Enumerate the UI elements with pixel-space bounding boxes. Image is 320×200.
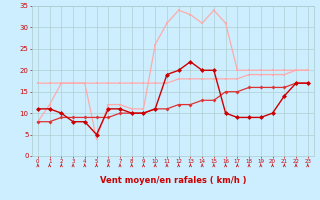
X-axis label: Vent moyen/en rafales ( km/h ): Vent moyen/en rafales ( km/h ) (100, 176, 246, 185)
